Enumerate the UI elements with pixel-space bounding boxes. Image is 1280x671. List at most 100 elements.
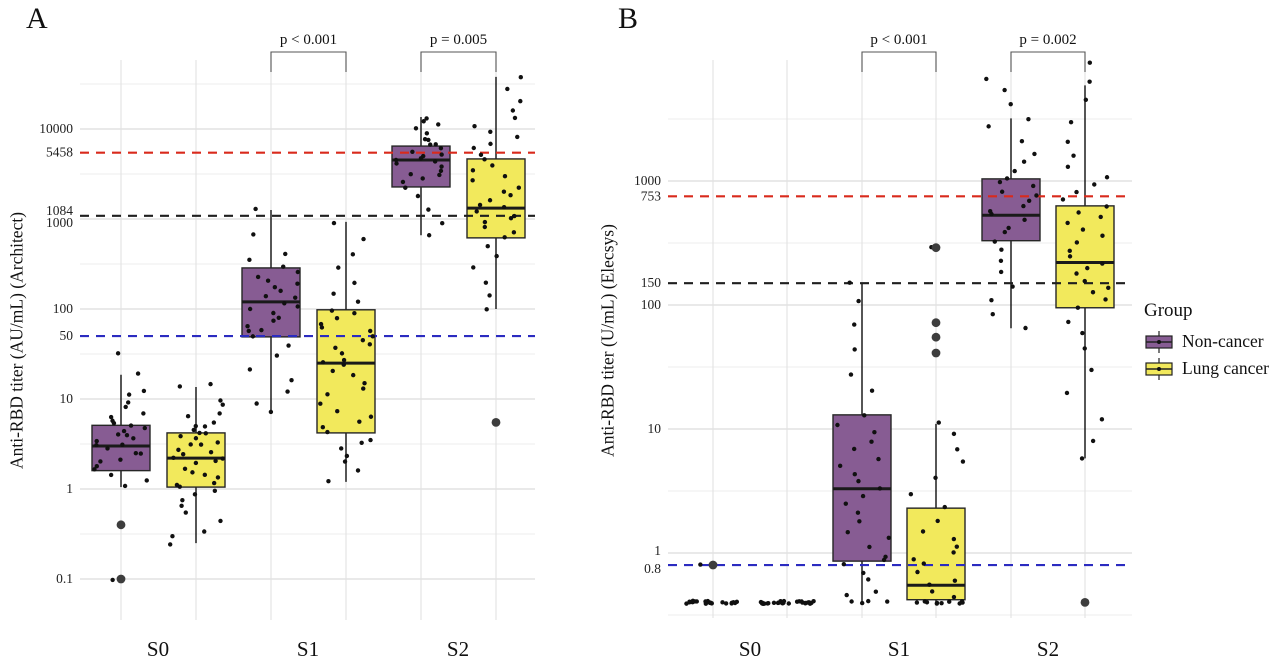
data-point (253, 206, 258, 212)
data-point (94, 438, 99, 444)
data-point (352, 310, 357, 316)
y-tick-label-10000: 10000 (39, 121, 73, 136)
data-point (485, 244, 490, 249)
data-point (247, 257, 252, 263)
data-point (245, 324, 250, 329)
data-point (794, 599, 800, 604)
data-point (320, 425, 326, 430)
data-point (355, 468, 361, 473)
data-point (1082, 346, 1087, 351)
data-point (254, 401, 259, 406)
data-point (869, 388, 875, 393)
data-point (319, 325, 325, 330)
data-point (505, 86, 510, 92)
y-tick-label-753: 753 (641, 188, 662, 203)
data-point (777, 600, 782, 605)
data-point (487, 198, 493, 203)
data-point (703, 601, 709, 606)
y-tick-label-150: 150 (641, 275, 662, 290)
data-point (885, 599, 890, 604)
data-point (911, 557, 916, 562)
panel-a-x-label-s0: S0 (146, 637, 170, 661)
outlier-point (708, 560, 718, 570)
data-point (845, 530, 850, 535)
data-point (867, 544, 872, 550)
data-point (470, 168, 476, 173)
data-point (1065, 220, 1070, 226)
data-point (359, 440, 364, 445)
data-point (1098, 214, 1103, 220)
data-point (1022, 217, 1027, 223)
y-tick-label-1: 1 (654, 543, 661, 558)
data-point (281, 264, 286, 269)
data-point (1087, 60, 1093, 65)
data-point (320, 360, 326, 365)
panel-b-letter: B (618, 2, 639, 35)
data-point (118, 457, 123, 462)
data-point (438, 145, 444, 151)
data-point (1060, 197, 1066, 202)
data-point (837, 463, 843, 469)
box-Lung cancer-S1 (316, 309, 376, 434)
data-point (723, 601, 729, 606)
data-point (955, 447, 960, 452)
data-point (1090, 438, 1096, 444)
data-point (203, 431, 208, 436)
data-point (141, 388, 147, 394)
data-point (180, 497, 185, 503)
data-point (1067, 254, 1073, 259)
data-point (886, 535, 892, 540)
data-point (215, 440, 220, 445)
significance-bracket-S2 (1010, 51, 1086, 72)
data-point (368, 414, 374, 419)
data-point (1104, 204, 1109, 209)
data-point (247, 306, 253, 312)
data-point (1074, 240, 1080, 245)
data-point (488, 129, 493, 135)
data-point (174, 482, 180, 488)
data-point (420, 176, 425, 181)
data-point (192, 492, 198, 497)
data-point (951, 536, 957, 542)
data-point (220, 402, 225, 407)
data-point (367, 342, 373, 347)
data-point (998, 258, 1004, 264)
data-point (120, 442, 125, 447)
data-point (484, 307, 489, 312)
data-point (935, 518, 940, 524)
data-point (334, 315, 340, 321)
outlier-point (491, 417, 501, 427)
data-point (110, 577, 115, 583)
p-value-label-S1: p < 0.001 (280, 32, 337, 48)
data-point (927, 582, 932, 587)
data-point (852, 322, 857, 327)
data-point (352, 280, 357, 286)
data-point (1082, 278, 1087, 284)
data-point (1064, 390, 1070, 396)
data-point (325, 429, 330, 435)
data-point (684, 601, 689, 606)
data-point (295, 281, 300, 286)
panel-a-x-label-s1: S1 (296, 637, 320, 661)
data-point (202, 529, 207, 534)
y-tick-label-1084: 1084 (46, 203, 73, 218)
data-point (720, 600, 725, 605)
data-point (193, 423, 198, 429)
data-point (325, 392, 330, 397)
data-point (883, 554, 888, 560)
data-point (835, 422, 840, 428)
data-point (329, 308, 335, 313)
legend-label-noncancer: Non-cancer (1182, 331, 1264, 351)
data-point (852, 472, 857, 477)
data-point (341, 362, 346, 367)
box-Non-cancer-S0 (91, 424, 151, 472)
data-point (1032, 151, 1037, 157)
data-point (98, 459, 103, 464)
outlier-point (931, 332, 941, 342)
data-point (1103, 297, 1108, 302)
data-point (518, 98, 523, 104)
data-point (482, 157, 487, 162)
data-point (984, 76, 989, 82)
data-point (1071, 153, 1076, 158)
data-point (1104, 175, 1110, 180)
